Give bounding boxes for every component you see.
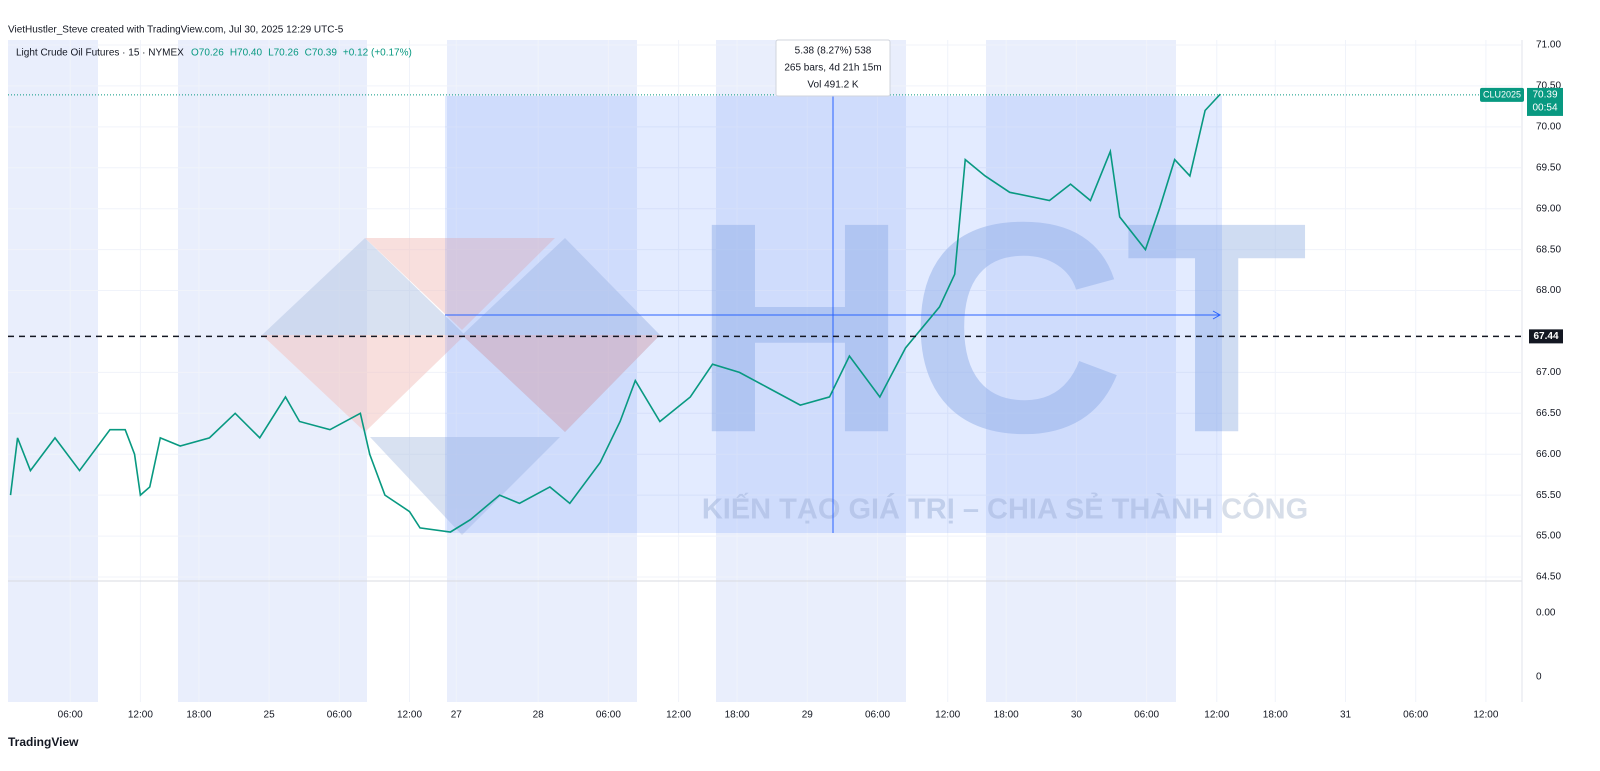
y-tick-label: 71.00 — [1536, 40, 1561, 51]
x-tick-label: 06:00 — [1134, 710, 1159, 721]
x-tick-label: 18:00 — [725, 710, 750, 721]
symbol-tag — [1480, 87, 1524, 102]
y-tick-label: 65.00 — [1536, 531, 1561, 542]
x-tick-label: 12:00 — [1204, 710, 1229, 721]
change-value: +0.12 (+0.17%) — [343, 48, 412, 59]
horizontal-line-label: 67.44 — [1533, 331, 1558, 342]
ohlc-value: H70.40 — [230, 48, 263, 59]
measure-arrow — [1212, 310, 1222, 320]
y-tick-label: 69.50 — [1536, 162, 1561, 173]
x-tick-label: 27 — [451, 710, 463, 721]
header: VietHustler_Steve created with TradingVi… — [8, 25, 344, 36]
countdown: 00:54 — [1532, 103, 1557, 114]
watermark-logo: HCT — [692, 159, 1309, 495]
x-tick-label: 12:00 — [397, 710, 422, 721]
watermark-slogan: KIẾN TẠO GIÁ TRỊ – CHIA SẺ THÀNH CÔNG — [702, 492, 1308, 526]
ohlc-value: C70.39 — [305, 48, 338, 59]
x-tick-label: 25 — [264, 710, 276, 721]
measure-text: 5.38 (8.27%) 538 — [795, 46, 872, 57]
x-tick-label: 18:00 — [1263, 710, 1288, 721]
lower-pane-tick: 0 — [1536, 672, 1542, 683]
x-tick-label: 28 — [533, 710, 545, 721]
y-tick-label: 66.00 — [1536, 449, 1561, 460]
y-tick-label: 65.50 — [1536, 490, 1561, 501]
watermark: HCT KIẾN TẠO GIÁ TRỊ – CHIA SẺ THÀNH CÔN… — [262, 159, 1308, 535]
lower-pane-tick: 0.00 — [1536, 608, 1556, 619]
x-tick-label: 06:00 — [327, 710, 352, 721]
x-tick-label: 06:00 — [865, 710, 890, 721]
y-tick-label: 66.50 — [1536, 408, 1561, 419]
footer: TradingView — [8, 735, 79, 749]
x-tick-label: 06:00 — [1403, 710, 1428, 721]
y-tick-label: 70.00 — [1536, 121, 1561, 132]
measure-box — [775, 39, 891, 97]
y-tick-label: 70.50 — [1536, 81, 1561, 92]
ohlc-value: O70.26 — [191, 48, 224, 59]
ohlc-value: L70.26 — [268, 48, 299, 59]
y-tick-label: 68.50 — [1536, 244, 1561, 255]
symbol-tag-label: CLU2025 — [1483, 89, 1521, 99]
chart-title: Light Crude Oil Futures · 15 · NYMEX — [16, 48, 184, 59]
price-tag-label: 70.39 — [1532, 90, 1557, 101]
x-tick-label: 30 — [1071, 710, 1083, 721]
x-tick-label: 12:00 — [1473, 710, 1498, 721]
x-tick-label: 18:00 — [186, 710, 211, 721]
y-tick-label: 67.00 — [1536, 367, 1561, 378]
x-tick-label: 06:00 — [58, 710, 83, 721]
measure-text: Vol 491.2 K — [807, 80, 858, 91]
x-tick-label: 12:00 — [128, 710, 153, 721]
price-line — [9, 93, 1221, 533]
horizontal-line-tag — [1529, 329, 1563, 344]
x-tick-label: 12:00 — [666, 710, 691, 721]
x-tick-label: 12:00 — [935, 710, 960, 721]
y-tick-label: 69.00 — [1536, 203, 1561, 214]
measure-text: 265 bars, 4d 21h 15m — [784, 63, 881, 74]
y-tick-label: 64.50 — [1536, 572, 1561, 583]
x-tick-label: 29 — [802, 710, 814, 721]
x-tick-label: 06:00 — [596, 710, 621, 721]
x-tick-label: 18:00 — [994, 710, 1019, 721]
price-tag — [1527, 87, 1563, 116]
x-tick-label: 31 — [1340, 710, 1352, 721]
y-tick-label: 68.00 — [1536, 285, 1561, 296]
